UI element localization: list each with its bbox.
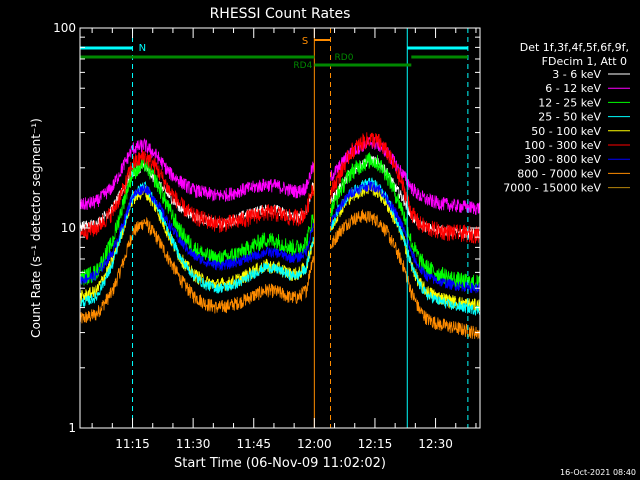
series-line-6 <box>79 180 480 294</box>
plot-area <box>79 132 480 340</box>
legend: Det 1f,3f,4f,5f,6f,9f,FDecim 1, Att 03 -… <box>503 41 630 195</box>
x-tick-label-3: 12:00 <box>297 437 332 451</box>
legend-header-1: Det 1f,3f,4f,5f,6f,9f, <box>520 41 629 54</box>
legend-entry-7: 800 - 7000 keV <box>517 167 601 180</box>
legend-entry-8: 7000 - 15000 keV <box>503 182 601 195</box>
x-tick-label-0: 11:15 <box>115 437 150 451</box>
series-line-3 <box>79 177 480 317</box>
y-tick-label-2: 100 <box>53 21 76 35</box>
x-tick-label-5: 12:30 <box>418 437 453 451</box>
legend-entry-1: 6 - 12 keV <box>545 82 601 95</box>
legend-entry-5: 100 - 300 keV <box>524 139 601 152</box>
x-tick-label-4: 12:15 <box>358 437 393 451</box>
legend-entry-3: 25 - 50 keV <box>538 111 601 124</box>
rd4-label: RD4 <box>293 61 312 71</box>
y-tick-label-1: 10 <box>61 221 76 235</box>
rd0-label: RD0 <box>335 53 354 63</box>
series-line-7 <box>79 209 480 340</box>
y-axis-label: Count Rate (s⁻¹ detector segment⁻¹) <box>29 118 43 338</box>
legend-entry-6: 300 - 800 keV <box>524 153 601 166</box>
attenuator-label: S <box>302 36 308 47</box>
x-axis-label: Start Time (06-Nov-09 11:02:02) <box>174 456 386 471</box>
orbit-overlays: N S RD4 RD0 <box>80 28 469 428</box>
night-label: N <box>139 43 146 54</box>
series-line-5 <box>79 132 480 244</box>
chart-title: RHESSI Count Rates <box>210 6 351 22</box>
legend-entry-4: 50 - 100 keV <box>531 125 601 138</box>
x-tick-label-2: 11:45 <box>236 437 271 451</box>
legend-entry-0: 3 - 6 keV <box>552 68 601 81</box>
axes: 1 10 100 11:15 11:30 11:45 12:00 12:15 12:30 <box>53 21 480 451</box>
timestamp: 16-Oct-2021 08:40 <box>560 468 636 477</box>
legend-entry-2: 12 - 25 keV <box>538 96 601 109</box>
legend-header-2: FDecim 1, Att 0 <box>542 55 627 68</box>
y-tick-label-0: 1 <box>68 421 76 435</box>
x-tick-label-1: 11:30 <box>176 437 211 451</box>
